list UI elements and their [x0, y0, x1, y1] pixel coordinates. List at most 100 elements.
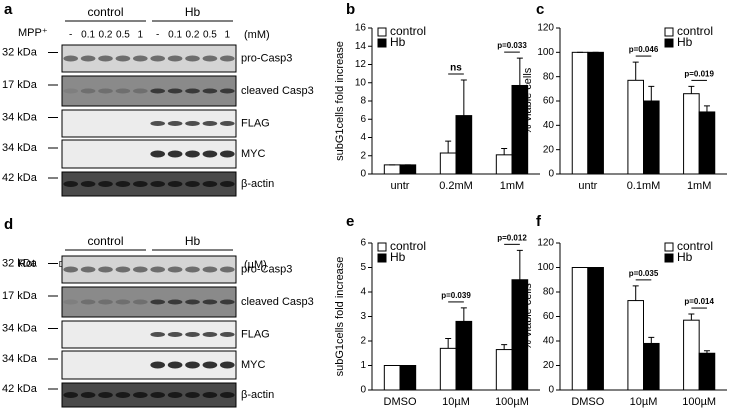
- blot-band: [219, 266, 235, 273]
- blot-band: [98, 392, 113, 398]
- bar: [399, 365, 417, 391]
- blot-band: [150, 299, 166, 305]
- blot-band: [98, 181, 113, 187]
- bar: [698, 352, 716, 391]
- y-tick-label: 80: [543, 287, 555, 298]
- blot-band: [80, 88, 96, 94]
- y-tick-label: 1: [360, 360, 366, 371]
- y-tick-label: 0: [548, 385, 554, 396]
- x-tick-label: 10µM: [442, 396, 470, 408]
- y-tick-label: 120: [537, 238, 554, 249]
- x-tick-label: untr: [391, 180, 410, 192]
- y-axis-label: % viable cells: [522, 283, 534, 350]
- blot-band: [115, 181, 131, 187]
- y-tick-label: 6: [360, 114, 366, 125]
- legend-label: Hb: [677, 250, 693, 264]
- blot-band: [185, 150, 200, 158]
- error-bar: [688, 313, 695, 321]
- legend-swatch: [377, 242, 387, 252]
- x-tick-label: 1mM: [500, 180, 524, 192]
- significance-label: p=0.012: [497, 233, 527, 242]
- legend-label: Hb: [677, 35, 693, 49]
- error-bar: [460, 79, 467, 116]
- y-tick-label: 40: [543, 120, 555, 131]
- blot-band: [202, 361, 218, 369]
- x-tick-label: 100µM: [495, 396, 529, 408]
- blot-band: [132, 88, 148, 94]
- blot-band: [202, 88, 218, 94]
- blot-band: [150, 55, 166, 62]
- y-tick-label: 100: [537, 262, 554, 273]
- mw-label: 34 kDa: [2, 353, 38, 365]
- error-bar: [688, 85, 695, 94]
- significance-label: p=0.039: [441, 291, 471, 300]
- blot-band: [219, 392, 235, 398]
- band-label: FLAG: [241, 328, 270, 340]
- bar: [439, 152, 457, 175]
- blot-band: [150, 88, 166, 94]
- y-tick-label: 2: [360, 336, 366, 347]
- significance-label: p=0.019: [684, 70, 714, 79]
- panel-letter: d: [4, 216, 13, 233]
- blot-band: [185, 299, 200, 305]
- blot-band: [167, 88, 183, 94]
- x-tick-label: 100µM: [682, 396, 716, 408]
- mw-label: 42 kDa: [2, 172, 38, 184]
- blot-band: [202, 121, 218, 126]
- y-axis-label: % viable cells: [522, 67, 534, 134]
- panel-letter: a: [4, 1, 13, 18]
- blot-band: [185, 121, 200, 126]
- blot-band: [63, 299, 79, 305]
- bar: [643, 342, 660, 391]
- legend-swatch: [664, 38, 674, 48]
- y-axis-label: subG1cells fold increase: [334, 41, 346, 161]
- y-axis-label: subG1cells fold increase: [334, 257, 346, 377]
- bar: [455, 320, 473, 391]
- blot-band: [63, 55, 79, 62]
- blot-band: [202, 181, 218, 187]
- blot-band: [185, 88, 200, 94]
- y-tick-label: 0: [360, 385, 366, 396]
- blot-band: [185, 266, 200, 273]
- error-bar: [445, 338, 452, 349]
- blot-band: [202, 392, 218, 398]
- y-tick-label: 16: [355, 23, 367, 34]
- error-bar: [632, 61, 639, 81]
- blot-band: [167, 121, 183, 126]
- lane-label: -: [156, 30, 159, 41]
- blot-band: [185, 55, 200, 62]
- treatment-label: MPP⁺: [18, 27, 48, 39]
- blot-band: [98, 299, 113, 305]
- blot-band: [219, 332, 235, 337]
- panel-letter: b: [346, 1, 355, 18]
- y-tick-label: 60: [543, 311, 555, 322]
- error-bar: [460, 307, 467, 322]
- band-label: cleaved Casp3: [241, 85, 314, 97]
- significance-label: p=0.035: [629, 269, 659, 278]
- lane-label: 0.2: [99, 30, 113, 41]
- bar: [455, 115, 473, 175]
- bar: [627, 300, 644, 391]
- bar: [383, 164, 401, 175]
- lane-label: -: [69, 30, 72, 41]
- blot-band: [132, 181, 148, 187]
- blot-band: [167, 392, 183, 398]
- y-tick-label: 8: [360, 96, 366, 107]
- lane-label: 0.5: [203, 30, 217, 41]
- legend-label: Hb: [390, 250, 406, 264]
- mw-label: 34 kDa: [2, 142, 38, 154]
- y-tick-label: 4: [360, 287, 366, 298]
- error-bar: [632, 285, 639, 301]
- blot-band: [98, 266, 113, 273]
- legend-swatch: [377, 27, 387, 37]
- error-bar: [703, 105, 710, 112]
- lane-label: 1: [138, 30, 144, 41]
- band-label: FLAG: [241, 117, 270, 129]
- blot-band: [132, 55, 148, 62]
- blot-band: [202, 299, 218, 305]
- significance-label: p=0.033: [497, 41, 527, 50]
- blot-band: [219, 299, 235, 305]
- unit-label: (µM): [244, 259, 267, 271]
- band-label: β-actin: [241, 178, 274, 190]
- blot-band: [98, 88, 113, 94]
